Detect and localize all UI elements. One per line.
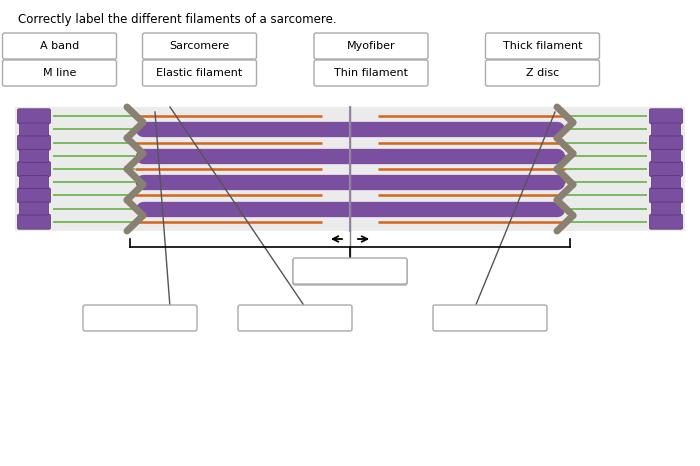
Text: Myofiber: Myofiber — [346, 41, 395, 51]
FancyBboxPatch shape — [3, 60, 116, 86]
FancyBboxPatch shape — [3, 33, 116, 59]
FancyBboxPatch shape — [293, 259, 407, 285]
Text: A band: A band — [40, 41, 79, 51]
FancyBboxPatch shape — [293, 258, 407, 284]
FancyBboxPatch shape — [650, 109, 682, 124]
FancyBboxPatch shape — [20, 149, 48, 162]
FancyBboxPatch shape — [650, 214, 682, 229]
FancyBboxPatch shape — [486, 60, 599, 86]
FancyBboxPatch shape — [143, 33, 256, 59]
Text: Thick filament: Thick filament — [503, 41, 582, 51]
FancyBboxPatch shape — [652, 176, 680, 189]
FancyBboxPatch shape — [650, 162, 682, 177]
FancyBboxPatch shape — [238, 305, 352, 331]
FancyBboxPatch shape — [650, 188, 682, 203]
Text: Thin filament: Thin filament — [334, 68, 408, 78]
FancyBboxPatch shape — [652, 202, 680, 215]
FancyBboxPatch shape — [433, 305, 547, 331]
FancyBboxPatch shape — [314, 60, 428, 86]
FancyBboxPatch shape — [314, 33, 428, 59]
FancyBboxPatch shape — [18, 214, 50, 229]
FancyBboxPatch shape — [652, 123, 680, 136]
FancyBboxPatch shape — [18, 188, 50, 203]
Text: Elastic filament: Elastic filament — [156, 68, 243, 78]
Text: Z disc: Z disc — [526, 68, 559, 78]
FancyBboxPatch shape — [83, 305, 197, 331]
FancyBboxPatch shape — [20, 202, 48, 215]
FancyBboxPatch shape — [18, 135, 50, 150]
Text: M line: M line — [43, 68, 76, 78]
FancyBboxPatch shape — [486, 33, 599, 59]
Text: Correctly label the different filaments of a sarcomere.: Correctly label the different filaments … — [18, 13, 337, 26]
FancyBboxPatch shape — [143, 60, 256, 86]
Bar — [15, 107, 685, 231]
FancyBboxPatch shape — [20, 123, 48, 136]
FancyBboxPatch shape — [650, 135, 682, 150]
FancyBboxPatch shape — [18, 109, 50, 124]
FancyBboxPatch shape — [652, 149, 680, 162]
FancyBboxPatch shape — [20, 176, 48, 189]
Text: Sarcomere: Sarcomere — [169, 41, 230, 51]
FancyBboxPatch shape — [18, 162, 50, 177]
